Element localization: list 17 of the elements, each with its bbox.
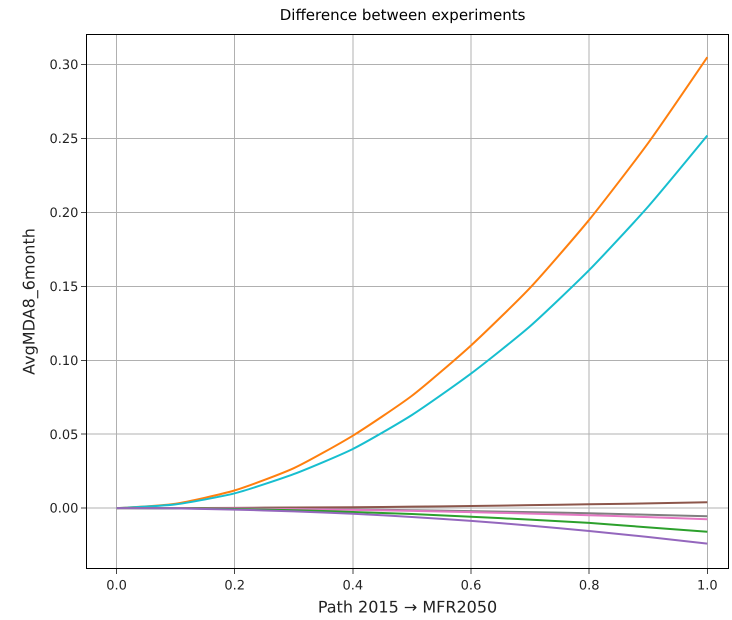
y-tick-label: 0.30 [49,58,78,74]
line-series [116,507,708,545]
y-tick-label: 0.10 [49,354,78,369]
x-tick-label: 0.0 [106,578,127,594]
x-tick-label: 1.0 [696,578,718,594]
x-axis-title: Path 2015 → MFR2050 [318,597,498,616]
y-tick-label: 0.25 [49,132,78,148]
x-tick-label: 0.2 [224,578,246,594]
x-tick-label: 0.6 [460,578,482,594]
chart-title: Difference between experiments [280,6,526,24]
y-tick-label: 0.05 [49,428,78,443]
y-tick-label: 0.15 [49,280,78,295]
x-tick-label: 0.4 [342,578,364,594]
y-tick-label: 0.20 [49,206,78,221]
x-tick-label: 0.8 [578,578,600,594]
y-axis-title: AvgMDA8_6month [19,228,38,375]
y-tick-label: 0.00 [49,502,78,517]
